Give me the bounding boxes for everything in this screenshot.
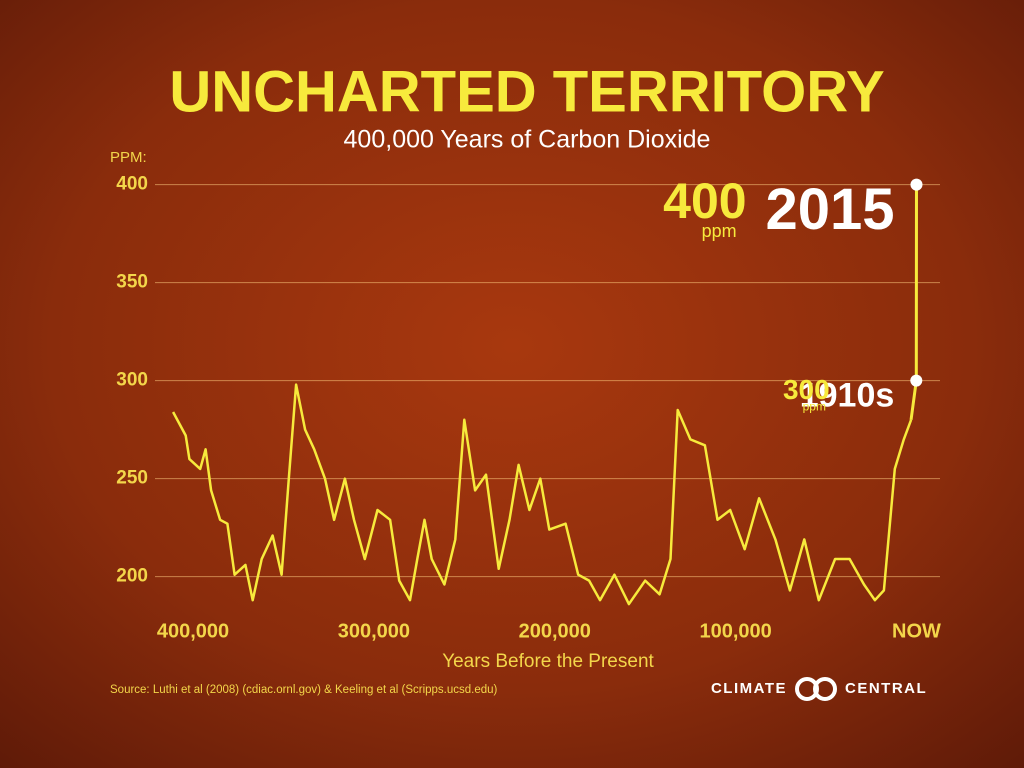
y-tick-label: 250 xyxy=(116,468,148,489)
x-tick-label: 100,000 xyxy=(699,620,771,642)
highlight-dot xyxy=(910,374,923,387)
highlight-value: 300 xyxy=(783,374,830,405)
logo-icon xyxy=(813,677,837,701)
logo-text: CLIMATE xyxy=(711,680,787,697)
highlight-unit: ppm xyxy=(803,399,826,413)
chart-title: UNCHARTED TERRITORY xyxy=(169,59,884,124)
x-axis-label: Years Before the Present xyxy=(442,651,654,672)
y-axis-label: PPM: xyxy=(110,149,147,166)
highlight-value: 400 xyxy=(663,173,746,229)
highlight-dot xyxy=(910,178,923,191)
x-tick-label: 300,000 xyxy=(338,620,410,642)
highlight-label: 1910s xyxy=(800,377,895,415)
y-tick-label: 400 xyxy=(116,174,148,195)
logo-text: CENTRAL xyxy=(845,680,927,697)
x-tick-label: NOW xyxy=(892,620,941,642)
source: Source: Luthi et al (2008) (cdiac.ornl.g… xyxy=(110,684,498,696)
y-tick-label: 300 xyxy=(116,370,148,391)
x-tick-label: 200,000 xyxy=(519,620,591,642)
y-tick-label: 200 xyxy=(116,566,148,587)
highlight-label: 2015 xyxy=(765,177,894,242)
x-tick-label: 400,000 xyxy=(157,620,229,642)
chart-subtitle: 400,000 Years of Carbon Dioxide xyxy=(344,126,711,154)
y-tick-label: 350 xyxy=(116,272,148,293)
highlight-unit: ppm xyxy=(702,221,737,241)
data-line xyxy=(171,383,913,606)
